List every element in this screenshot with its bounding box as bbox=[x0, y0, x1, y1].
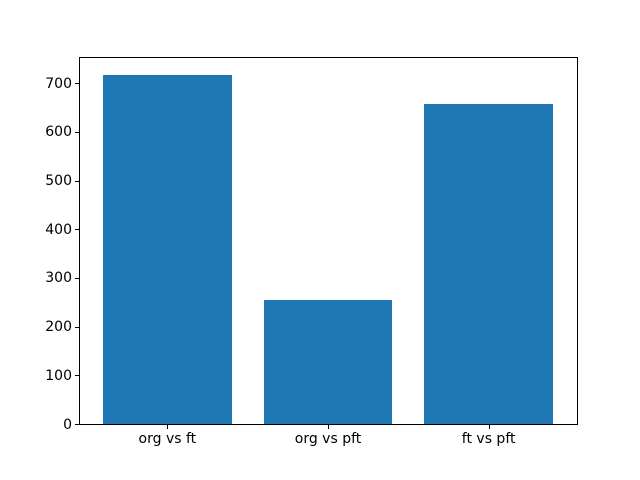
y-tick-label: 600 bbox=[45, 124, 72, 141]
y-tick-mark bbox=[75, 326, 79, 328]
y-tick-label: 400 bbox=[45, 221, 72, 238]
bar-2 bbox=[263, 299, 393, 424]
y-tick-label: 200 bbox=[45, 319, 72, 336]
y-tick-mark bbox=[75, 229, 79, 231]
y-tick-label: 0 bbox=[63, 416, 72, 433]
x-tick-label: org vs pft bbox=[294, 431, 362, 447]
y-tick-label: 100 bbox=[45, 367, 72, 384]
y-tick-label: 300 bbox=[45, 270, 72, 287]
x-tick-mark bbox=[488, 425, 490, 429]
y-tick-label: 500 bbox=[45, 173, 72, 190]
x-tick-label: org vs ft bbox=[138, 431, 197, 447]
y-tick-mark bbox=[75, 424, 79, 425]
bar-1 bbox=[103, 74, 232, 424]
x-tick-label: ft vs pft bbox=[461, 431, 516, 447]
bar-3 bbox=[424, 104, 553, 424]
y-tick-mark bbox=[75, 83, 79, 85]
y-tick-mark bbox=[75, 180, 79, 182]
y-tick-label: 700 bbox=[45, 75, 72, 92]
plot-area bbox=[79, 57, 578, 425]
y-tick-mark bbox=[75, 131, 79, 133]
x-tick-mark bbox=[167, 425, 169, 429]
y-tick-mark bbox=[75, 375, 79, 377]
x-tick-mark bbox=[328, 425, 329, 429]
y-tick-mark bbox=[75, 277, 79, 279]
